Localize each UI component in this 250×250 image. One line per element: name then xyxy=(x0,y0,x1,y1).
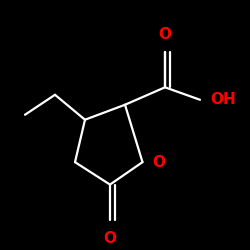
Text: OH: OH xyxy=(210,92,236,107)
Text: O: O xyxy=(152,155,166,170)
Text: O: O xyxy=(104,231,117,246)
Text: O: O xyxy=(158,28,172,42)
